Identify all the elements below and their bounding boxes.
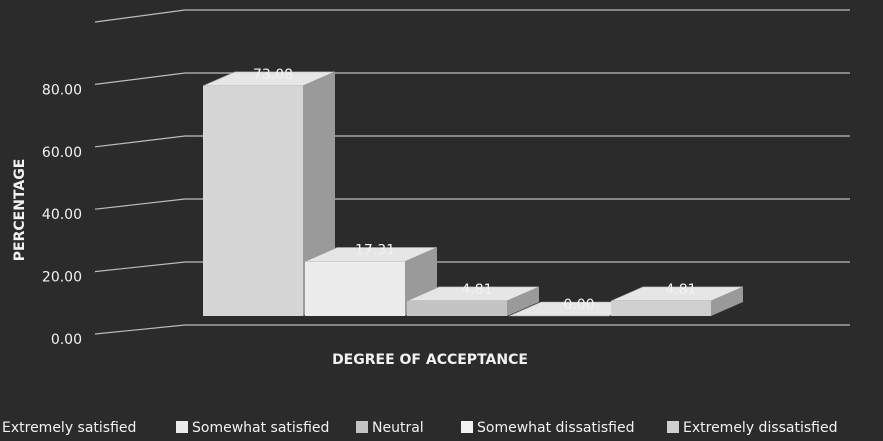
y-tick-label: 0.00 (51, 332, 82, 348)
legend-swatch (667, 421, 679, 433)
data-label: 17.31 (355, 242, 395, 258)
grid-line (94, 261, 850, 273)
y-tick-label: 40.00 (42, 207, 82, 223)
bar (203, 85, 303, 316)
grid-line (94, 324, 850, 335)
grid-line (94, 72, 850, 85)
legend-label: Extremely satisfied (2, 420, 136, 436)
data-label: 73.08 (253, 67, 293, 83)
bar-side (711, 286, 743, 316)
bar (305, 261, 405, 316)
bar (611, 300, 711, 316)
y-tick-label: 80.00 (42, 82, 82, 98)
y-tick-label: 60.00 (42, 145, 82, 161)
data-label: 0.00 (563, 297, 594, 313)
legend-swatch (461, 421, 473, 433)
x-axis-label: DEGREE OF ACCEPTANCE (332, 352, 528, 368)
y-tick-label: 20.00 (42, 270, 82, 286)
legend-label: Somewhat dissatisfied (477, 420, 634, 436)
grid-line (94, 135, 850, 148)
legend-swatch (176, 421, 188, 433)
y-axis-label: PERCENTAGE (12, 159, 28, 262)
data-label: 4.81 (461, 282, 492, 298)
grid-line (94, 198, 850, 210)
legend-label: Neutral (372, 420, 424, 436)
legend-swatch (356, 421, 368, 433)
bar-side (507, 286, 539, 316)
bar (407, 300, 507, 316)
data-label: 4.81 (665, 282, 696, 298)
legend-label: Extremely dissatisfied (683, 420, 838, 436)
legend-label: Somewhat satisfied (192, 420, 329, 436)
grid-line (94, 9, 850, 23)
